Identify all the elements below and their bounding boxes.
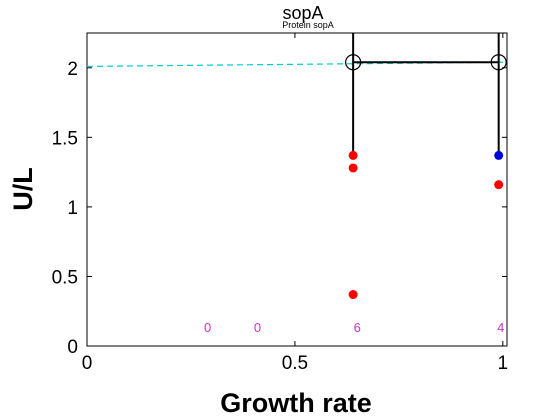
mean-marker — [345, 54, 362, 71]
red-data-point — [348, 163, 358, 173]
red-data-point — [348, 290, 358, 300]
y-axis-label: U/L — [8, 167, 38, 211]
x-tick-label: 0.5 — [282, 353, 308, 374]
count-label: 4 — [497, 320, 504, 335]
red-data-point — [348, 150, 358, 160]
mean-marker — [490, 54, 507, 71]
plot-frame — [86, 32, 508, 347]
count-label: 0 — [204, 320, 211, 335]
count-label: 6 — [354, 320, 361, 335]
x-axis-label: Growth rate — [220, 388, 372, 418]
y-tick-label: 1 — [67, 198, 78, 219]
y-tick-label: 2 — [67, 59, 78, 80]
y-tick-label: 0.5 — [52, 267, 78, 288]
y-tick-label: 0 — [67, 337, 78, 358]
y-tick-label: 1.5 — [52, 128, 78, 149]
x-tick-label: 0 — [82, 353, 93, 374]
count-label: 0 — [254, 320, 261, 335]
plot-area: 0 0.5 100.511.520 0 6 4 — [52, 32, 509, 374]
red-data-point — [494, 180, 504, 190]
x-tick-label: 1 — [498, 353, 509, 374]
chart-title: sopA — [282, 3, 323, 23]
chart-subtitle: Protein sopA — [282, 20, 334, 30]
blue-data-point — [494, 150, 504, 160]
